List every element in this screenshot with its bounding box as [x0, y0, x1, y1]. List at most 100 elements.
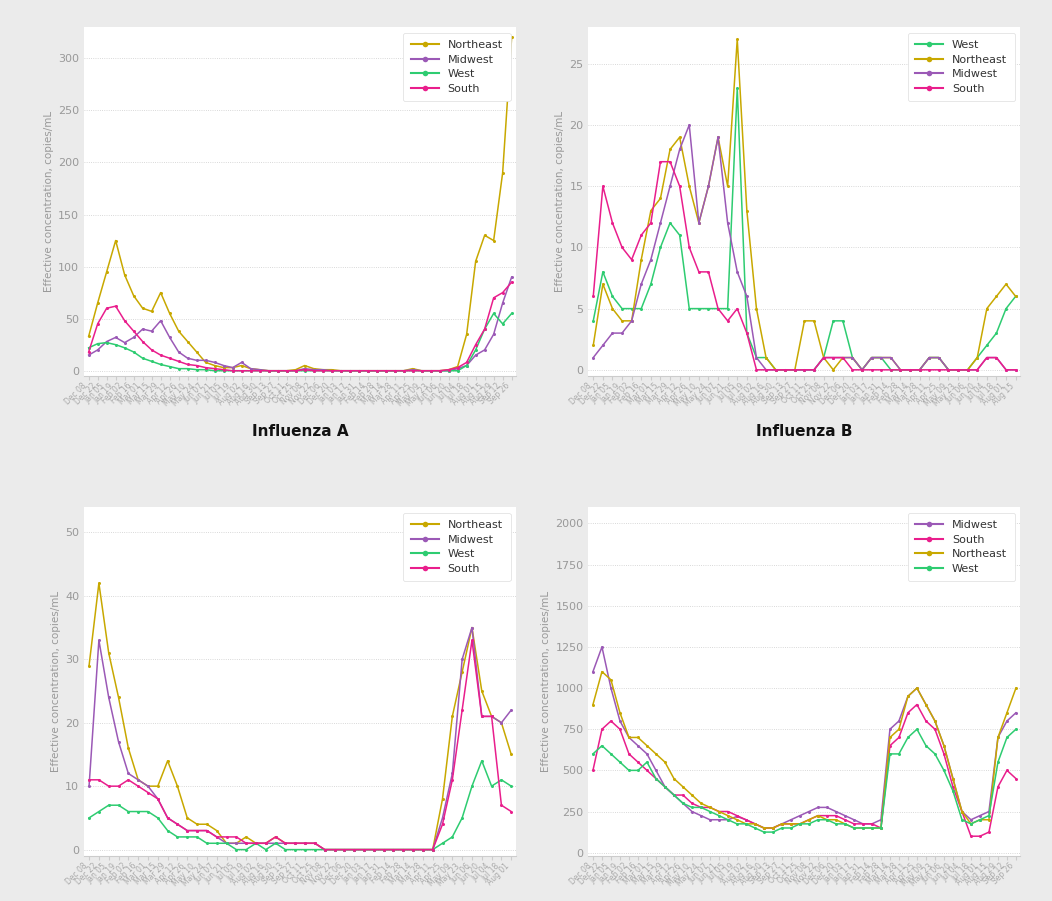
- Midwest: [163, 332, 176, 342]
- South: [731, 810, 744, 821]
- Midwest: [201, 825, 214, 836]
- Northeast: [271, 365, 284, 376]
- Northeast: [894, 364, 907, 375]
- Northeast: [361, 365, 373, 376]
- Midwest: [932, 352, 945, 363]
- Northeast: [82, 331, 95, 341]
- South: [750, 364, 763, 375]
- West: [328, 844, 341, 855]
- Northeast: [587, 340, 600, 350]
- South: [955, 806, 968, 817]
- Northeast: [760, 352, 772, 363]
- Midwest: [299, 363, 311, 374]
- Northeast: [694, 798, 707, 809]
- South: [830, 810, 843, 821]
- West: [476, 755, 488, 766]
- Midwest: [127, 332, 140, 342]
- Midwest: [731, 267, 744, 278]
- West: [980, 340, 993, 350]
- South: [308, 838, 321, 849]
- South: [461, 357, 473, 368]
- South: [485, 711, 498, 722]
- South: [827, 352, 839, 363]
- West: [208, 365, 221, 376]
- South: [289, 365, 302, 376]
- South: [875, 364, 888, 375]
- Northeast: [388, 365, 401, 376]
- West: [947, 786, 959, 796]
- South: [505, 806, 518, 817]
- Northeast: [424, 365, 437, 376]
- South: [142, 787, 155, 798]
- West: [442, 365, 454, 376]
- Northeast: [367, 844, 380, 855]
- West: [388, 365, 401, 376]
- Midwest: [335, 365, 347, 376]
- South: [289, 838, 302, 849]
- West: [595, 741, 608, 751]
- South: [406, 365, 419, 376]
- Midwest: [830, 806, 843, 817]
- Northeast: [416, 365, 428, 376]
- Northeast: [398, 365, 410, 376]
- West: [803, 818, 815, 829]
- Line: West: West: [87, 760, 512, 851]
- Midwest: [943, 364, 955, 375]
- Midwest: [190, 825, 203, 836]
- South: [654, 156, 667, 167]
- Northeast: [767, 823, 780, 833]
- Midwest: [361, 365, 373, 376]
- Northeast: [230, 838, 243, 849]
- West: [664, 217, 676, 228]
- Northeast: [838, 818, 851, 829]
- Northeast: [885, 352, 897, 363]
- West: [659, 781, 671, 792]
- Northeast: [664, 144, 676, 155]
- Northeast: [635, 254, 648, 265]
- West: [338, 844, 350, 855]
- South: [388, 365, 401, 376]
- Northeast: [615, 315, 628, 326]
- South: [424, 365, 437, 376]
- Northeast: [348, 844, 361, 855]
- Northeast: [625, 315, 638, 326]
- South: [280, 365, 292, 376]
- Northeast: [902, 691, 914, 702]
- South: [497, 287, 509, 298]
- Midwest: [817, 352, 830, 363]
- South: [749, 818, 762, 829]
- South: [163, 353, 176, 364]
- Northeast: [990, 291, 1003, 302]
- South: [456, 705, 468, 715]
- Northeast: [407, 844, 420, 855]
- Northeast: [199, 357, 211, 368]
- Midwest: [199, 355, 211, 366]
- Northeast: [836, 352, 849, 363]
- Northeast: [893, 724, 906, 734]
- Midwest: [654, 217, 667, 228]
- South: [803, 815, 815, 825]
- West: [694, 802, 707, 813]
- Line: South: South: [591, 703, 1017, 838]
- Northeast: [155, 287, 167, 298]
- West: [387, 844, 400, 855]
- West: [122, 806, 135, 817]
- West: [613, 757, 626, 768]
- Midwest: [161, 813, 174, 824]
- South: [145, 344, 158, 355]
- South: [947, 781, 959, 792]
- South: [623, 749, 635, 760]
- Northeast: [929, 715, 942, 726]
- Midwest: [92, 344, 104, 355]
- Midwest: [965, 815, 977, 825]
- Northeast: [343, 365, 356, 376]
- Midwest: [407, 844, 420, 855]
- West: [406, 365, 419, 376]
- Northeast: [952, 364, 965, 375]
- West: [497, 318, 509, 329]
- Midwest: [495, 717, 508, 728]
- South: [919, 715, 932, 726]
- West: [417, 844, 429, 855]
- West: [992, 757, 1005, 768]
- Northeast: [808, 315, 821, 326]
